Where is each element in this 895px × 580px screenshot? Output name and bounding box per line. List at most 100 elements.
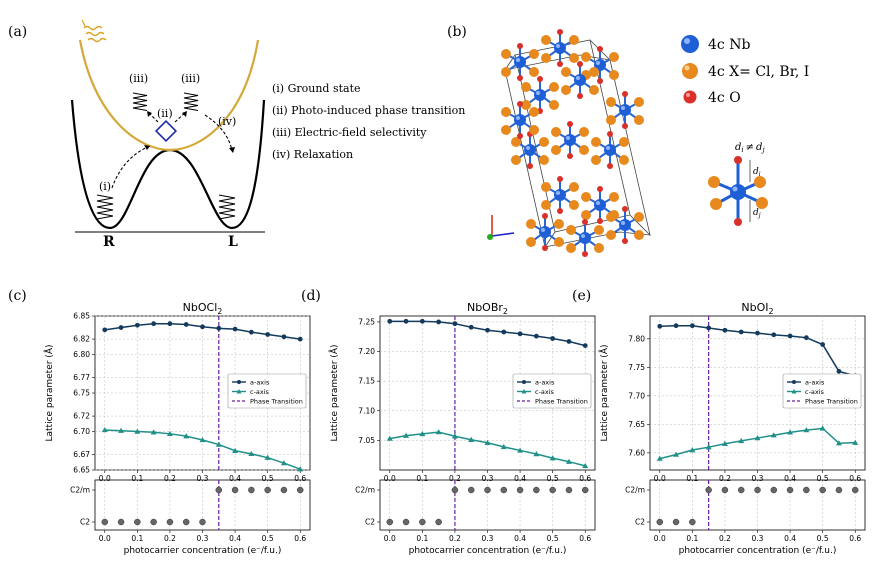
phase-point — [166, 518, 174, 526]
nb-atom — [564, 134, 576, 146]
well-r-label: R — [103, 234, 115, 250]
phase-point — [280, 486, 288, 494]
data-point-c-axis — [166, 430, 173, 437]
legend-marker-c-axis — [521, 389, 527, 394]
x-atom — [529, 107, 539, 117]
data-point-c-axis — [705, 444, 712, 450]
nb-atom — [514, 114, 526, 126]
nb-atom — [604, 144, 616, 156]
panel-label: (e) — [572, 288, 591, 304]
data-point-c-axis — [803, 427, 810, 433]
phase-point — [549, 486, 556, 494]
phase-point — [484, 486, 491, 494]
x-atom — [634, 115, 644, 125]
x-tick-label: 0.6 — [294, 534, 306, 543]
y-tick-label: 7.60 — [628, 448, 645, 457]
x-tick-label: 0.3 — [197, 474, 209, 483]
legend-o: 4c O — [708, 90, 741, 106]
x-tick-label: 0.6 — [294, 474, 306, 483]
phase-point — [150, 518, 157, 526]
data-point-c-axis — [852, 439, 859, 445]
chart-title-sub: 2 — [769, 307, 774, 316]
data-point-a-axis — [550, 336, 556, 341]
nb-atom — [594, 199, 606, 211]
x-tick-label: 0.1 — [416, 474, 428, 483]
data-point-c-axis — [150, 429, 157, 435]
data-point-c-axis — [770, 432, 777, 438]
chart-title: NbOCl2 — [183, 301, 223, 316]
data-point-a-axis — [787, 333, 793, 339]
legend-marker-a-axis — [237, 380, 241, 384]
data-point-a-axis — [771, 332, 777, 338]
x-atom — [541, 200, 551, 210]
x-atom — [566, 225, 576, 235]
data-point-c-axis — [403, 432, 410, 438]
x-atom — [541, 182, 551, 192]
data-point-a-axis — [232, 326, 238, 332]
nb-atom — [554, 42, 566, 54]
o-atom — [517, 133, 523, 139]
nb-atom-highlight — [516, 116, 520, 120]
y-tick-label: 7.75 — [628, 363, 645, 372]
data-point-a-axis — [102, 327, 108, 333]
phase-point — [533, 486, 540, 494]
data-point-a-axis — [738, 329, 744, 335]
nb-atom — [619, 104, 631, 116]
data-point-a-axis — [673, 323, 679, 329]
phase-point — [215, 486, 223, 494]
y-tick-label: 6.75 — [73, 389, 90, 398]
data-point-c-axis — [835, 440, 842, 446]
nb-atom — [619, 219, 631, 231]
y-tick-label: 7.70 — [628, 391, 645, 400]
legend-label: Phase Transition — [805, 397, 858, 405]
x-atom — [539, 137, 549, 147]
panel-b-label: (b) — [447, 24, 467, 40]
x-tick-label: 0.6 — [579, 474, 591, 483]
x-tick-label: 0.5 — [262, 534, 274, 543]
data-point-c-axis — [565, 458, 572, 464]
x-atom — [501, 125, 511, 135]
x-atom — [539, 155, 549, 165]
data-point-a-axis — [820, 342, 826, 347]
o-atom — [622, 123, 628, 129]
phase-tick-label: C2 — [635, 518, 645, 527]
panel-a: (a) — [8, 19, 465, 250]
y-tick-label: 7.10 — [358, 406, 375, 415]
x-atom — [634, 230, 644, 240]
o-atom — [577, 93, 583, 99]
nb-atom-highlight — [581, 234, 585, 238]
o-atom — [577, 61, 583, 67]
o-atom — [557, 61, 563, 67]
nb-atom-highlight — [516, 58, 520, 62]
data-point-c-axis — [118, 427, 125, 433]
panel-b: (b) 4c Nb 4c X= Cl, Br, I 4c O — [447, 24, 809, 257]
nb-atom-highlight — [596, 201, 600, 205]
x-tick-label: 0.5 — [817, 534, 829, 543]
o-atom — [582, 251, 588, 257]
light-rays-icon — [81, 19, 107, 43]
o-atom — [557, 176, 563, 182]
chart-title-sub: 2 — [503, 307, 508, 316]
o-atom — [582, 219, 588, 225]
phase-point — [402, 518, 410, 526]
o-atom — [542, 213, 548, 219]
nb-atom-icon — [681, 35, 699, 53]
x-atom — [501, 49, 511, 59]
data-point-c-axis — [280, 460, 287, 466]
x-atom — [606, 212, 616, 222]
o-atom — [517, 43, 523, 49]
x-atom — [594, 225, 604, 235]
legend-marker-a-axis — [522, 380, 526, 384]
x-atom — [529, 49, 539, 59]
marker-iii-right: (iii) — [181, 72, 200, 85]
phase-tick-label: C2 — [365, 518, 375, 527]
x-tick-label: 0.3 — [197, 534, 209, 543]
data-point-a-axis — [452, 321, 458, 327]
y-tick-label: 7.65 — [628, 420, 645, 429]
phase-point — [451, 486, 459, 494]
y-tick-label: 6.82 — [73, 335, 90, 344]
chart-legend — [512, 373, 592, 409]
nb-atom-highlight — [536, 91, 540, 95]
phase-point — [672, 518, 680, 526]
data-point-a-axis — [248, 329, 254, 335]
